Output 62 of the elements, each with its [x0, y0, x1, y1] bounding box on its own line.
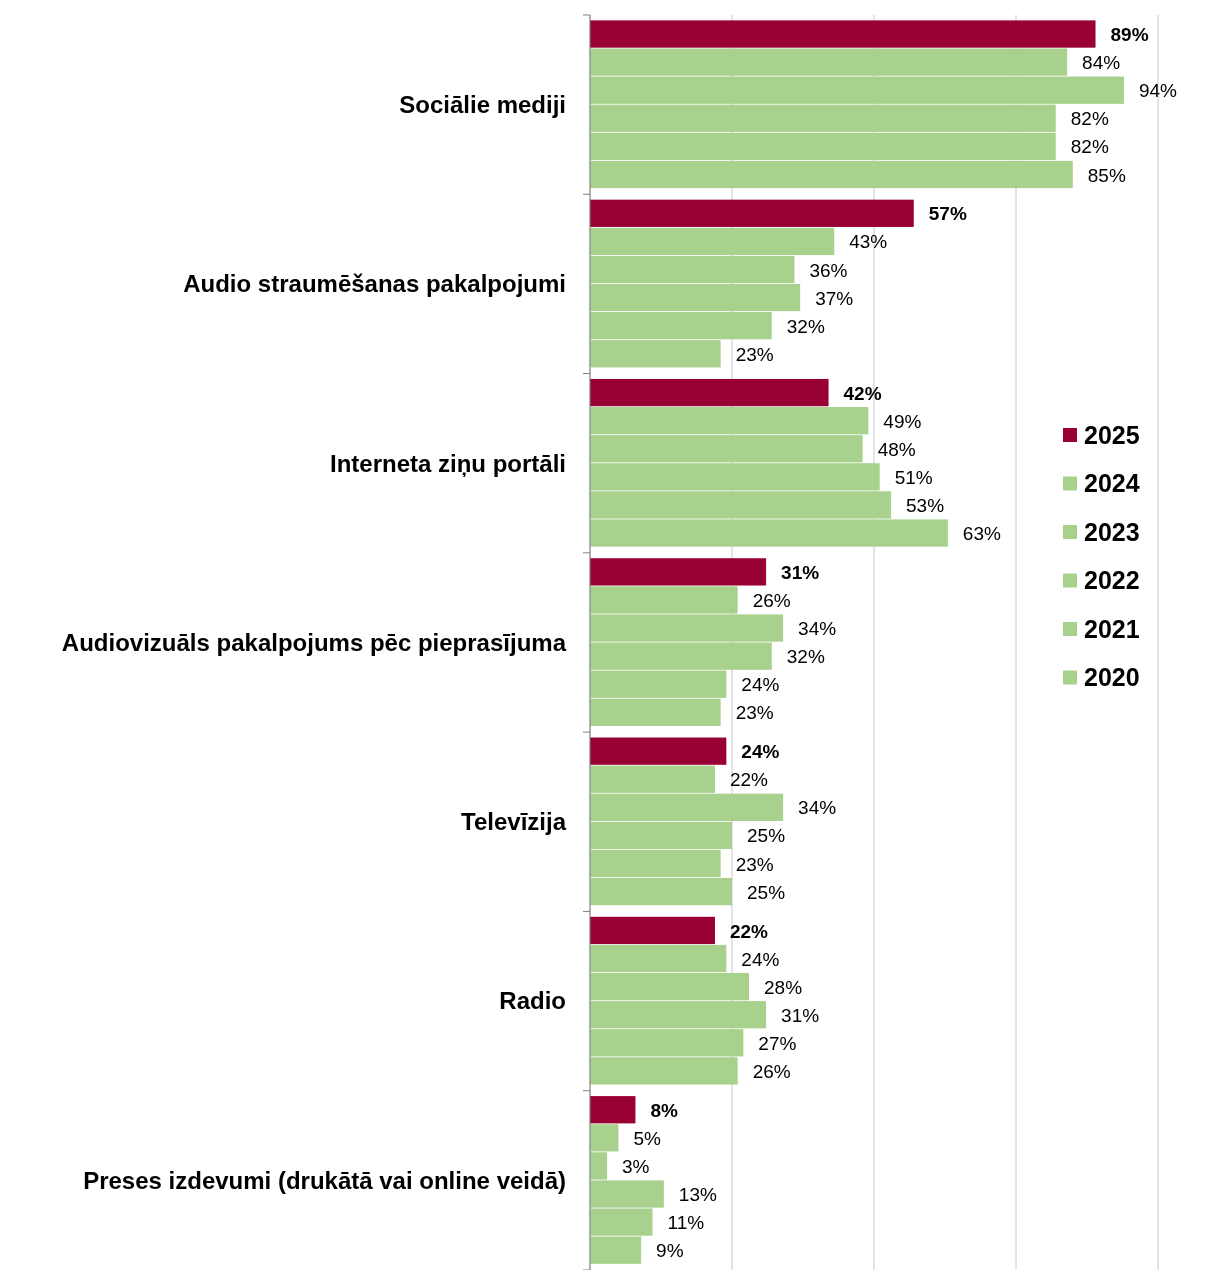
- y-tick-label: Audio straumēšanas pakalpojumi: [183, 270, 566, 298]
- data-label: 63%: [962, 523, 1001, 545]
- legend-label: 2021: [1084, 614, 1140, 643]
- data-label: 37%: [815, 287, 854, 309]
- data-label: 27%: [758, 1032, 797, 1054]
- data-label: 51%: [894, 466, 933, 488]
- legend-label: 2020: [1084, 663, 1140, 692]
- bar: [590, 20, 1096, 48]
- data-label: 49%: [883, 410, 922, 432]
- data-label: 82%: [1070, 108, 1109, 130]
- data-label: 85%: [1087, 164, 1126, 186]
- legend-label: 2022: [1084, 566, 1140, 595]
- data-label: 57%: [928, 203, 967, 225]
- data-label: 24%: [741, 741, 780, 763]
- data-label: 24%: [741, 674, 780, 696]
- y-tick-label: Radio: [499, 987, 566, 1015]
- data-label: 42%: [843, 382, 882, 404]
- bar: [590, 558, 767, 586]
- data-label: 25%: [747, 881, 786, 903]
- data-label: 9%: [656, 1240, 684, 1262]
- data-label: 31%: [781, 1004, 820, 1026]
- y-tick-label: Interneta ziņu portāli: [329, 449, 566, 477]
- data-label: 82%: [1070, 136, 1109, 158]
- data-label: 34%: [798, 797, 837, 819]
- bar: [590, 737, 727, 765]
- data-label: 89%: [1110, 24, 1149, 46]
- bar: [590, 378, 829, 407]
- data-label: 31%: [781, 561, 820, 583]
- data-label: 8%: [650, 1099, 679, 1121]
- data-label: 26%: [752, 1060, 791, 1082]
- data-label: 28%: [764, 976, 803, 998]
- data-label: 23%: [735, 702, 774, 724]
- data-label: 34%: [798, 618, 837, 640]
- data-label: 23%: [735, 343, 774, 365]
- data-label: 23%: [735, 853, 774, 875]
- data-label: 36%: [809, 259, 848, 281]
- data-label: 32%: [786, 646, 825, 668]
- bar: [590, 1096, 636, 1124]
- y-tick-label: Televīzija: [461, 808, 567, 836]
- data-label: 26%: [752, 590, 791, 612]
- data-label: 53%: [906, 495, 945, 516]
- data-label: 22%: [729, 769, 769, 791]
- data-label: 84%: [1082, 52, 1121, 74]
- data-label: 25%: [747, 825, 786, 847]
- data-label: 24%: [741, 948, 780, 970]
- data-label: 11%: [667, 1212, 705, 1234]
- legend-label: 2024: [1084, 469, 1140, 498]
- y-tick-label: Sociālie mediji: [399, 91, 566, 119]
- bar: [590, 199, 914, 227]
- bar: [590, 916, 715, 945]
- legend-label: 2025: [1084, 420, 1140, 449]
- data-label: 43%: [849, 231, 888, 253]
- data-label: 3%: [622, 1155, 650, 1177]
- data-label: 22%: [729, 920, 769, 942]
- data-label: 5%: [633, 1127, 661, 1149]
- y-tick-label: Audiovizuāls pakalpojums pēc pieprasījuma: [61, 628, 567, 656]
- y-tick-label: Preses izdevumi (drukātā vai online veidā): [83, 1166, 566, 1194]
- data-label: 13%: [678, 1184, 717, 1206]
- legend-label: 2023: [1084, 517, 1140, 546]
- data-label: 32%: [786, 315, 825, 337]
- data-label: 48%: [877, 438, 916, 460]
- data-label: 94%: [1138, 80, 1178, 102]
